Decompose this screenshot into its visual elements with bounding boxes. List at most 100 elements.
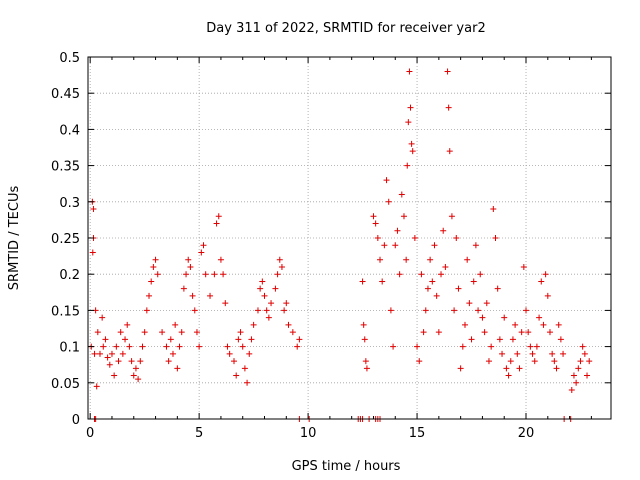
data-point bbox=[427, 256, 434, 263]
data-point bbox=[96, 350, 103, 357]
data-point bbox=[459, 343, 466, 350]
data-point bbox=[453, 235, 460, 241]
data-point bbox=[396, 271, 403, 278]
data-point bbox=[268, 300, 275, 307]
data-point bbox=[102, 336, 109, 343]
x-tick-label: 15 bbox=[409, 426, 426, 441]
data-point bbox=[455, 285, 462, 292]
data-point bbox=[289, 329, 296, 336]
chart-title: Day 311 of 2022, SRMTID for receiver yar… bbox=[206, 21, 485, 36]
data-point bbox=[398, 191, 405, 198]
data-point bbox=[239, 343, 246, 350]
data-point bbox=[115, 358, 122, 365]
data-point bbox=[538, 278, 545, 285]
data-point bbox=[283, 300, 290, 307]
data-point bbox=[90, 206, 97, 213]
x-axis-label: GPS time / hours bbox=[292, 459, 401, 474]
data-point bbox=[148, 278, 155, 285]
data-point bbox=[143, 307, 150, 314]
data-point bbox=[180, 285, 187, 292]
data-point bbox=[433, 292, 440, 299]
data-point bbox=[485, 358, 492, 365]
data-point bbox=[392, 242, 399, 249]
data-point bbox=[405, 119, 412, 126]
data-point bbox=[372, 220, 379, 227]
data-point bbox=[438, 271, 445, 278]
data-point bbox=[250, 321, 257, 328]
data-point bbox=[560, 350, 567, 357]
data-point bbox=[507, 358, 514, 365]
x-tick-label: 20 bbox=[518, 426, 535, 441]
y-tick-label: 0.15 bbox=[51, 304, 80, 319]
data-point bbox=[128, 358, 135, 365]
data-point bbox=[451, 307, 458, 314]
y-tick-label: 0.3 bbox=[59, 196, 80, 211]
data-point bbox=[501, 314, 508, 321]
data-point bbox=[167, 336, 174, 343]
data-point bbox=[259, 278, 266, 285]
y-tick-label: 0.45 bbox=[51, 87, 80, 102]
data-point bbox=[472, 242, 479, 249]
data-point bbox=[237, 329, 244, 336]
data-point bbox=[431, 242, 438, 249]
data-point bbox=[525, 329, 532, 336]
data-point bbox=[479, 314, 486, 321]
y-tick-label: 0.05 bbox=[51, 377, 80, 392]
data-point bbox=[520, 263, 527, 270]
data-point bbox=[100, 343, 107, 350]
data-point bbox=[113, 343, 120, 350]
data-point bbox=[108, 350, 115, 357]
data-point bbox=[540, 321, 547, 328]
data-point bbox=[481, 329, 488, 336]
data-point bbox=[159, 329, 166, 336]
data-point bbox=[222, 300, 229, 307]
data-point bbox=[272, 285, 279, 292]
data-point bbox=[141, 329, 148, 336]
data-point bbox=[577, 358, 584, 365]
data-point bbox=[169, 350, 176, 357]
data-point bbox=[444, 68, 451, 75]
data-point bbox=[581, 350, 588, 357]
data-point bbox=[276, 256, 283, 263]
data-point bbox=[200, 242, 207, 249]
data-point bbox=[408, 140, 415, 147]
data-point bbox=[281, 307, 288, 314]
data-point bbox=[215, 213, 222, 220]
data-point bbox=[390, 343, 397, 350]
data-point bbox=[403, 256, 410, 263]
data-point bbox=[379, 278, 386, 285]
data-point bbox=[523, 307, 530, 314]
data-point bbox=[570, 372, 577, 379]
data-point bbox=[93, 383, 100, 390]
data-point bbox=[137, 358, 144, 365]
data-point bbox=[360, 321, 367, 328]
data-point bbox=[387, 307, 394, 314]
y-tick-label: 0.2 bbox=[59, 268, 80, 283]
data-point bbox=[407, 104, 414, 111]
data-point bbox=[185, 256, 192, 263]
data-point bbox=[191, 307, 198, 314]
data-point bbox=[130, 372, 137, 379]
data-point bbox=[220, 271, 227, 278]
data-point bbox=[377, 256, 384, 263]
data-point bbox=[385, 198, 392, 205]
data-point bbox=[278, 263, 285, 270]
data-point bbox=[536, 314, 543, 321]
y-tick-label: 0.25 bbox=[51, 232, 80, 247]
data-point bbox=[514, 350, 521, 357]
data-point bbox=[551, 358, 558, 365]
data-point bbox=[104, 354, 111, 361]
data-point bbox=[359, 278, 366, 285]
data-point bbox=[488, 343, 495, 350]
data-point bbox=[241, 365, 248, 372]
data-point bbox=[516, 365, 523, 372]
data-point bbox=[294, 343, 301, 350]
data-point bbox=[374, 235, 381, 241]
data-point bbox=[119, 350, 126, 357]
data-point bbox=[99, 314, 106, 321]
data-point bbox=[135, 376, 142, 383]
data-point bbox=[122, 336, 129, 343]
data-point bbox=[531, 358, 538, 365]
data-point bbox=[429, 278, 436, 285]
y-tick-label: 0.1 bbox=[59, 341, 80, 356]
